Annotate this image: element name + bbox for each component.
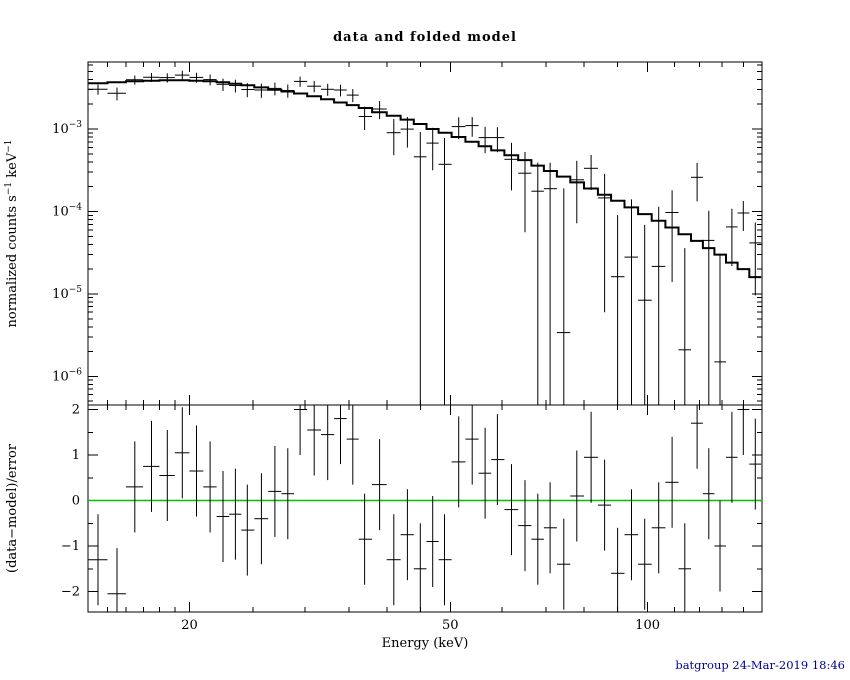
- residual-y-tick-label: 1: [72, 448, 80, 463]
- residual-y-tick-label: −2: [61, 585, 80, 600]
- folded-model-line: [88, 79, 762, 279]
- panel-frames: [87, 61, 763, 613]
- y-tick-label: 10−4: [52, 203, 82, 220]
- x-axis-title: Energy (keV): [382, 636, 469, 651]
- axis-labels: 10−3 10−4 10−5 10−6 2 1 0 −1 −2 20 50 100 Energy (ke…: [4, 120, 660, 651]
- spectrum-data-points: [88, 70, 762, 405]
- y-tick-label: 10−5: [52, 285, 82, 302]
- y-tick-label: 10−3: [52, 120, 82, 137]
- x-tick-label: 50: [442, 618, 459, 633]
- x-tick-label: 100: [635, 618, 660, 633]
- y-tick-label: 10−6: [52, 367, 82, 384]
- axis-ticks: [88, 62, 762, 612]
- residual-y-tick-label: 2: [72, 403, 80, 418]
- chart-title: data and folded model: [333, 30, 517, 45]
- residual-y-tick-label: 0: [72, 494, 80, 509]
- residual-y-tick-label: −1: [61, 539, 80, 554]
- y-axis-title-spectrum: normalized counts s−1 keV−1: [4, 139, 20, 327]
- residual-points: [88, 405, 762, 612]
- y-axis-title-residuals: (data−model)/error: [5, 443, 20, 573]
- x-tick-label: 20: [181, 618, 198, 633]
- plot-timestamp: batgroup 24-Mar-2019 18:46: [675, 658, 845, 672]
